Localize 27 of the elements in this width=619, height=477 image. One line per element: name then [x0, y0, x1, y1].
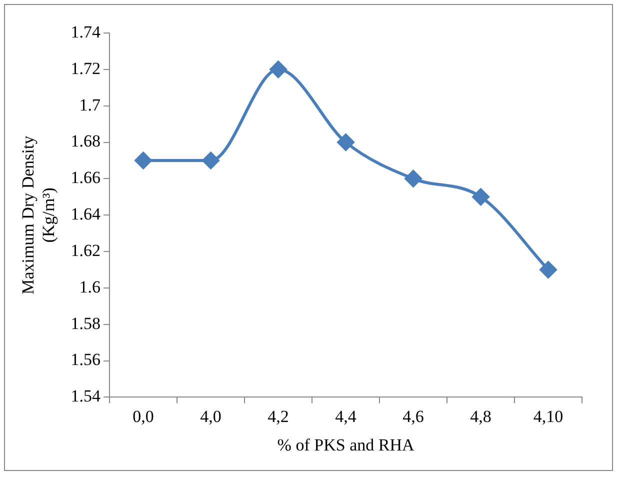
point [404, 170, 422, 188]
y-tick-label: 1.64 [70, 204, 102, 224]
point [472, 188, 490, 206]
x-tick-label: 4,4 [335, 406, 357, 426]
point [270, 60, 287, 78]
y-axis-title: Maximum Dry Density (Kg/m³) [18, 135, 58, 294]
point [134, 152, 152, 169]
y-tick-label: 1.68 [70, 132, 101, 151]
x-tick-label: 4,2 [268, 406, 289, 426]
x-tick-label: 0,0 [132, 406, 154, 426]
point [540, 261, 557, 278]
y-tick-label: 1.54 [70, 386, 102, 406]
y-tick-label: 1.58 [70, 314, 101, 333]
x-tick-label: 4,6 [402, 406, 424, 426]
x-tick-label: 4,10 [533, 406, 564, 426]
y-tick-label: 1.62 [70, 240, 101, 260]
x-axis-title: % of PKS and RHA [277, 435, 415, 454]
y-tick-label: 1.66 [70, 168, 101, 188]
x-tick-label: 4,8 [470, 406, 492, 426]
y-tick-label: 1.72 [70, 58, 101, 78]
y-tick-label: 1.74 [70, 22, 102, 42]
x-tick-label: 4,0 [200, 406, 222, 426]
y-tick-label: 1.56 [70, 350, 101, 370]
y-tick-label: 1.7 [79, 95, 102, 114]
y-tick-label: 1.6 [79, 277, 101, 296]
point [337, 134, 354, 151]
point [202, 152, 220, 169]
